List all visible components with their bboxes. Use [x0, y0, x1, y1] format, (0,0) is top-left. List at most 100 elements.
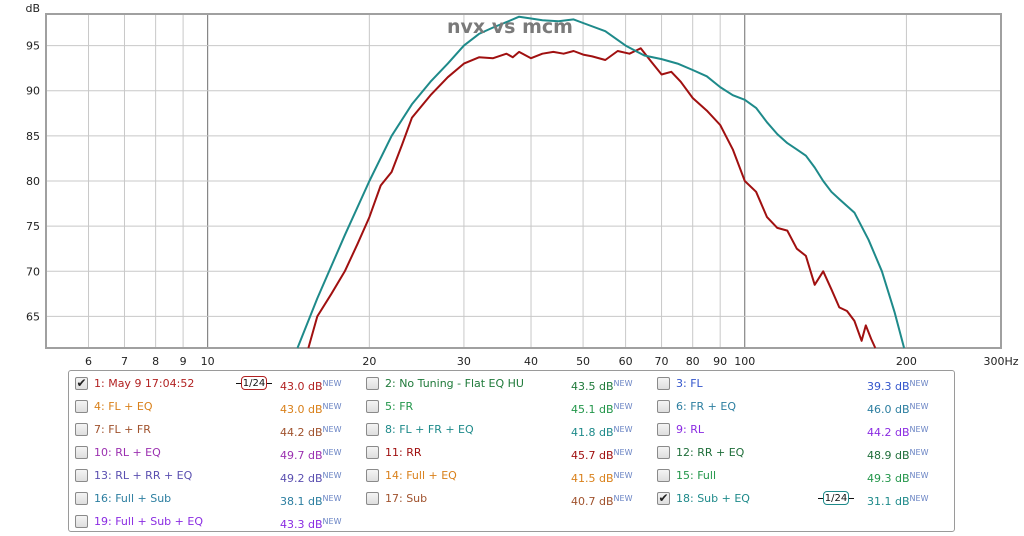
- legend-label: 19: Full + Sub + EQ: [94, 515, 203, 528]
- new-tag: NEW: [909, 425, 929, 434]
- new-tag: NEW: [322, 448, 342, 457]
- legend-checkbox[interactable]: [657, 377, 670, 390]
- x-tick-label: 80: [686, 355, 700, 368]
- new-tag: NEW: [909, 379, 929, 388]
- legend-item[interactable]: ✔ 1: May 9 17:04:52 1/24 43.0 dBNEW: [75, 376, 342, 393]
- legend-checkbox[interactable]: [657, 469, 670, 482]
- legend-checkbox[interactable]: [366, 492, 379, 505]
- y-tick-label: 80: [26, 175, 40, 188]
- new-tag: NEW: [613, 379, 633, 388]
- legend-checkbox[interactable]: [657, 423, 670, 436]
- plot-frame: [45, 13, 1002, 349]
- smoothing-badge[interactable]: 1/24: [236, 376, 272, 390]
- legend-level: 39.3 dBNEW: [867, 379, 929, 393]
- x-tick-label: 90: [713, 355, 727, 368]
- legend-label: 14: Full + EQ: [385, 469, 457, 482]
- x-tick-label: 100: [734, 355, 755, 368]
- legend-label: 11: RR: [385, 446, 422, 459]
- legend-level: 43.5 dBNEW: [571, 379, 633, 393]
- legend-checkbox[interactable]: [75, 446, 88, 459]
- legend-checkbox[interactable]: [75, 423, 88, 436]
- legend-item[interactable]: 4: FL + EQ 43.0 dBNEW: [75, 399, 342, 416]
- legend-label: 5: FR: [385, 400, 414, 413]
- legend-label: 7: FL + FR: [94, 423, 151, 436]
- legend-item[interactable]: ✔ 18: Sub + EQ 1/24 31.1 dBNEW: [657, 491, 928, 508]
- y-tick-label: 75: [26, 220, 40, 233]
- legend-item[interactable]: 5: FR 45.1 dBNEW: [366, 399, 632, 416]
- legend-item[interactable]: 3: FL 39.3 dBNEW: [657, 376, 929, 393]
- new-tag: NEW: [322, 402, 342, 411]
- legend-checkbox[interactable]: [75, 492, 88, 505]
- legend-checkbox[interactable]: [75, 400, 88, 413]
- legend-level: 43.3 dBNEW: [280, 517, 342, 531]
- new-tag: NEW: [322, 471, 342, 480]
- legend-checkbox[interactable]: [657, 446, 670, 459]
- new-tag: NEW: [909, 448, 929, 457]
- x-tick-label: 200: [896, 355, 917, 368]
- legend-label: 10: RL + EQ: [94, 446, 161, 459]
- x-tick-label: 10: [201, 355, 215, 368]
- x-tick-label: 60: [619, 355, 633, 368]
- legend-label: 18: Sub + EQ: [676, 492, 750, 505]
- legend-level: 49.3 dBNEW: [867, 471, 929, 485]
- legend-level: 48.9 dBNEW: [867, 448, 929, 462]
- legend-item[interactable]: 8: FL + FR + EQ 41.8 dBNEW: [366, 422, 633, 439]
- legend-checkbox[interactable]: [366, 423, 379, 436]
- legend-checkbox[interactable]: ✔: [657, 491, 670, 505]
- legend-item[interactable]: 6: FR + EQ 46.0 dBNEW: [657, 399, 929, 416]
- legend-item[interactable]: 9: RL 44.2 dBNEW: [657, 422, 929, 439]
- legend-level: 44.2 dBNEW: [867, 425, 929, 439]
- x-tick-label: 70: [655, 355, 669, 368]
- x-tick-label: 6: [85, 355, 92, 368]
- legend-item[interactable]: 2: No Tuning - Flat EQ HU 43.5 dBNEW: [366, 376, 633, 393]
- new-tag: NEW: [613, 494, 633, 503]
- legend-label: 17: Sub: [385, 492, 428, 505]
- legend-item[interactable]: 7: FL + FR 44.2 dBNEW: [75, 422, 342, 439]
- legend-checkbox[interactable]: [366, 446, 379, 459]
- legend-level: 41.8 dBNEW: [571, 425, 633, 439]
- y-tick-label: 90: [26, 85, 40, 98]
- legend-item[interactable]: 11: RR 45.7 dBNEW: [366, 445, 633, 462]
- x-tick-label: 20: [362, 355, 376, 368]
- y-tick-label: 70: [26, 265, 40, 278]
- y-tick-label: 85: [26, 130, 40, 143]
- legend-item[interactable]: 10: RL + EQ 49.7 dBNEW: [75, 445, 342, 462]
- legend-label: 6: FR + EQ: [676, 400, 736, 413]
- legend-label: 16: Full + Sub: [94, 492, 172, 505]
- legend-level: 40.7 dBNEW: [571, 494, 633, 508]
- new-tag: NEW: [613, 425, 633, 434]
- legend-item[interactable]: 19: Full + Sub + EQ 43.3 dBNEW: [75, 514, 342, 531]
- chart-title: nvx vs mcm: [447, 16, 573, 38]
- legend-level: 49.7 dBNEW: [280, 448, 342, 462]
- legend-checkbox[interactable]: [75, 515, 88, 528]
- new-tag: NEW: [322, 494, 342, 503]
- y-tick-label: 95: [26, 40, 40, 53]
- x-tick-label: 9: [180, 355, 187, 368]
- new-tag: NEW: [322, 425, 342, 434]
- x-tick-label: 8: [152, 355, 159, 368]
- frequency-response-chart: 6 7 8 9 10 20 30 40 50 60 70 80 90 100 200 300Hz 65 70 75 8…: [25, 2, 1018, 368]
- legend-checkbox[interactable]: [366, 469, 379, 482]
- legend-level: 45.7 dBNEW: [571, 448, 633, 462]
- legend-item[interactable]: 15: Full 49.3 dBNEW: [657, 468, 929, 485]
- legend-item[interactable]: 14: Full + EQ 41.5 dBNEW: [366, 468, 633, 485]
- new-tag: NEW: [613, 448, 633, 457]
- legend-checkbox[interactable]: [75, 469, 88, 482]
- legend-checkbox[interactable]: [657, 400, 670, 413]
- legend-level: 49.2 dBNEW: [280, 471, 342, 485]
- legend-checkbox[interactable]: [366, 377, 379, 390]
- legend-checkbox[interactable]: ✔: [75, 376, 88, 390]
- legend-level: 41.5 dBNEW: [571, 471, 633, 485]
- legend-item[interactable]: 13: RL + RR + EQ 49.2 dBNEW: [75, 468, 342, 485]
- legend-level: 43.0 dBNEW: [280, 402, 342, 416]
- legend-label: 8: FL + FR + EQ: [385, 423, 474, 436]
- legend-panel: ✔ 1: May 9 17:04:52 1/24 43.0 dBNEW 2: No Tu…: [68, 370, 955, 532]
- new-tag: NEW: [613, 471, 633, 480]
- legend-level: 46.0 dBNEW: [867, 402, 929, 416]
- legend-level: 43.0 dBNEW: [280, 379, 342, 393]
- legend-item[interactable]: 17: Sub 40.7 dBNEW: [366, 491, 633, 508]
- legend-item[interactable]: 16: Full + Sub 38.1 dBNEW: [75, 491, 342, 508]
- legend-item[interactable]: 12: RR + EQ 48.9 dBNEW: [657, 445, 929, 462]
- legend-checkbox[interactable]: [366, 400, 379, 413]
- smoothing-badge[interactable]: 1/24: [818, 491, 854, 505]
